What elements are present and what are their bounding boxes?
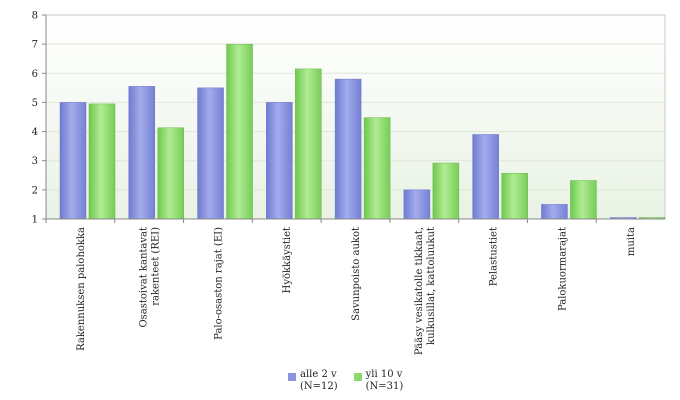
bar-series-0 bbox=[59, 102, 87, 220]
y-tick-label: 5 bbox=[32, 98, 38, 109]
legend-swatch-series-1 bbox=[353, 373, 362, 381]
y-axis: 1 2 3 4 5 6 7 8 bbox=[32, 11, 47, 226]
bars bbox=[59, 43, 666, 220]
legend-label-series-0-line-2: (N=12) bbox=[300, 381, 338, 392]
x-tick-label: muita bbox=[626, 227, 637, 256]
x-tick-label-line: Palo-osaston rajat (EI) bbox=[213, 227, 224, 340]
y-tick-label: 1 bbox=[32, 215, 38, 226]
bar-series-0 bbox=[541, 204, 568, 220]
x-tick-label: Osastoivat kantavatrakenteet (REI) bbox=[139, 227, 162, 328]
legend-label-series-1: yli 10 v (N=31) bbox=[366, 369, 404, 393]
y-tick-label: 3 bbox=[32, 156, 38, 167]
legend-label-series-0: alle 2 v (N=12) bbox=[300, 369, 338, 393]
bar-series-1 bbox=[570, 180, 597, 220]
bar-series-1 bbox=[432, 162, 460, 220]
x-tick-label-line: Pelastustiet bbox=[489, 227, 500, 286]
bar-series-1 bbox=[88, 103, 116, 220]
legend: alle 2 v (N=12) yli 10 v (N=31) bbox=[288, 369, 403, 393]
legend-label-series-1-line-1: yli 10 v bbox=[365, 369, 403, 380]
bar-series-0 bbox=[197, 87, 224, 220]
x-tick-label-line: Hyökkäystiet bbox=[282, 227, 293, 293]
legend-item-series-0: alle 2 v (N=12) bbox=[288, 369, 338, 393]
x-tick-label: Pelastustiet bbox=[489, 227, 500, 286]
bar-series-1 bbox=[295, 68, 322, 220]
x-tick-label-line: kulkusillat, kattoluukut bbox=[426, 227, 437, 345]
bar-series-0 bbox=[472, 134, 499, 220]
y-tick-label: 8 bbox=[32, 11, 38, 22]
bar-series-1 bbox=[363, 117, 391, 220]
bar-series-1 bbox=[501, 172, 528, 220]
x-axis: Rakennuksen palohokka Osastoivat kantavat… bbox=[45, 218, 665, 355]
bar-series-0 bbox=[403, 189, 431, 220]
x-tick-label-line: Pääsy vesikatolle tikkaat, bbox=[414, 227, 425, 355]
x-tick-label: Rakennuksen palohokka bbox=[76, 227, 87, 351]
legend-label-series-0-line-1: alle 2 v bbox=[300, 369, 337, 380]
bar-series-0 bbox=[266, 102, 293, 220]
x-tick-label-line: Palokuormarajat bbox=[557, 227, 568, 311]
x-tick-label-line: rakenteet (REI) bbox=[151, 227, 162, 306]
y-tick-label: 6 bbox=[32, 69, 38, 80]
bar-series-0 bbox=[334, 78, 362, 220]
legend-item-series-1: yli 10 v (N=31) bbox=[353, 369, 404, 393]
y-tick-label: 4 bbox=[32, 127, 38, 138]
bar-series-1 bbox=[157, 127, 185, 220]
legend-label-series-1-line-2: (N=31) bbox=[365, 381, 404, 392]
legend-swatch-series-0 bbox=[288, 373, 296, 381]
x-tick-label-line: muita bbox=[626, 227, 637, 256]
x-tick-label-line: Savunpoisto aukot bbox=[351, 227, 362, 321]
y-tick-label: 2 bbox=[32, 185, 38, 196]
x-tick-label-line: Osastoivat kantavat bbox=[139, 227, 150, 328]
bar-series-0 bbox=[128, 86, 156, 220]
x-tick-label: Palokuormarajat bbox=[557, 227, 568, 311]
x-tick-label: Palo-osaston rajat (EI) bbox=[213, 227, 224, 340]
y-tick-label: 7 bbox=[32, 40, 38, 51]
bar-series-1 bbox=[226, 43, 253, 220]
x-tick-label-line: Rakennuksen palohokka bbox=[76, 227, 87, 351]
x-tick-label: Savunpoisto aukot bbox=[351, 227, 362, 321]
x-tick-label: Pääsy vesikatolle tikkaat,kulkusillat, k… bbox=[414, 227, 437, 355]
x-tick-label: Hyökkäystiet bbox=[282, 227, 293, 293]
